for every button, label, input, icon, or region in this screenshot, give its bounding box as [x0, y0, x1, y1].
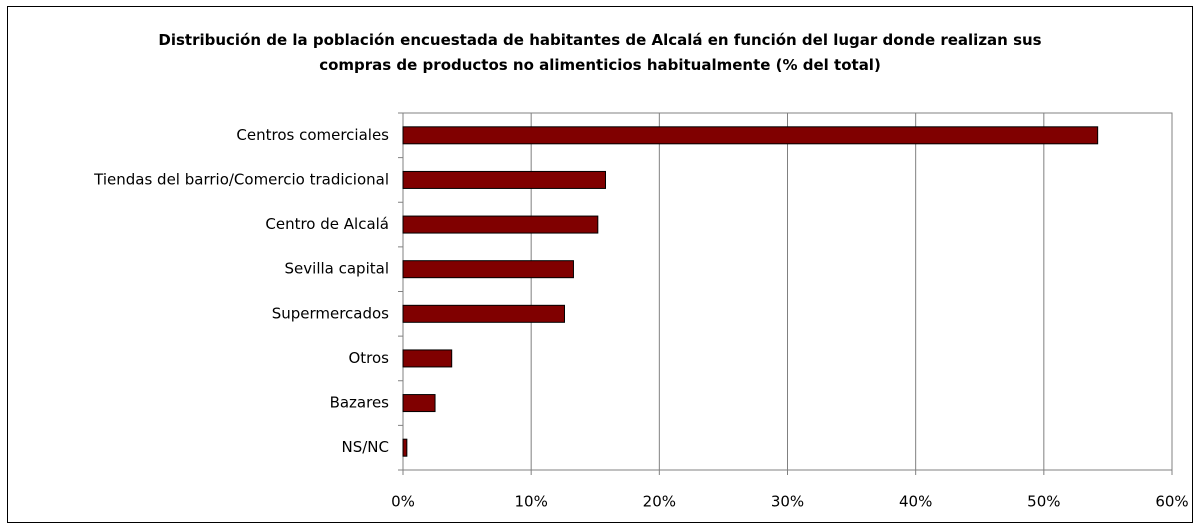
bar — [402, 170, 607, 189]
bar — [402, 304, 565, 323]
y-tick-label: Otros — [348, 349, 389, 367]
y-tick-label: Centro de Alcalá — [265, 215, 389, 233]
y-tick-label: Bazares — [330, 394, 390, 412]
x-tick-label: 30% — [771, 493, 804, 511]
y-tick-label: NS/NC — [342, 438, 390, 456]
y-tick-label: Centros comerciales — [236, 126, 389, 144]
bar — [402, 349, 453, 368]
bar — [402, 126, 1099, 145]
chart-title: Distribución de la población encuestada … — [158, 31, 1042, 74]
x-tick-label: 20% — [643, 493, 676, 511]
bar — [402, 438, 408, 457]
x-tick-label: 50% — [1027, 493, 1060, 511]
y-tick-label: Tiendas del barrio/Comercio tradicional — [93, 170, 389, 188]
y-tick-label: Sevilla capital — [285, 260, 389, 278]
y-tick-label: Supermercados — [272, 304, 389, 322]
x-tick-label: 10% — [514, 493, 547, 511]
bar — [402, 394, 436, 413]
bar — [402, 260, 574, 279]
x-tick-label: 0% — [391, 493, 415, 511]
bar — [402, 215, 599, 234]
x-tick-label: 40% — [899, 493, 932, 511]
x-tick-label: 60% — [1155, 493, 1188, 511]
